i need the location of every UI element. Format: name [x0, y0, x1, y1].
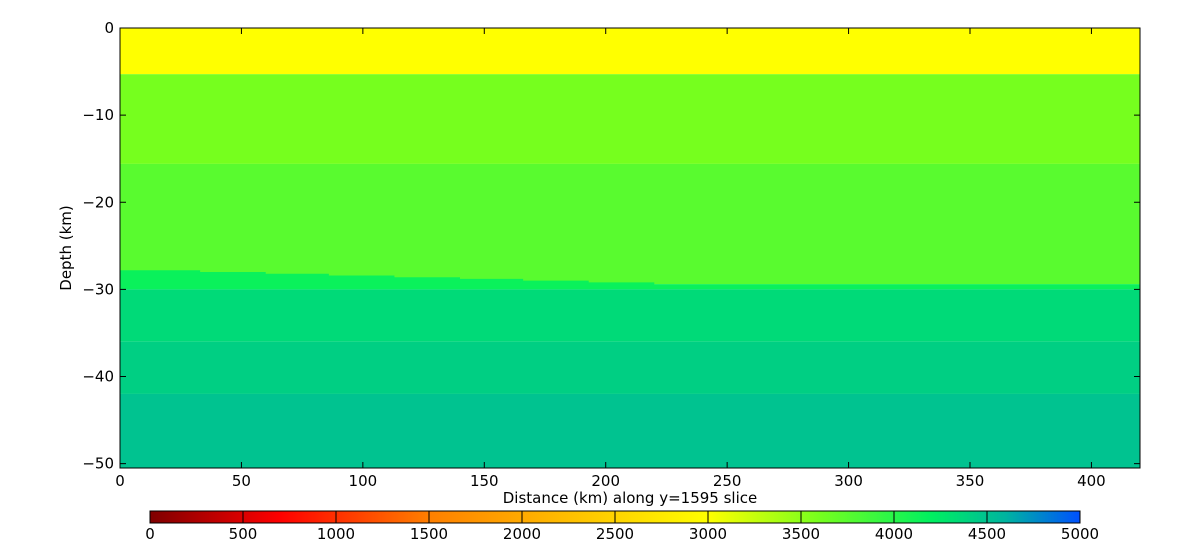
x-axis: 0 50 100 150 200 250 300 350 400	[115, 28, 1106, 490]
colorbar-tick-label: 3000	[689, 525, 727, 543]
velocity-layer-1	[120, 28, 1140, 75]
velocity-layer-lower-4	[120, 393, 1140, 468]
colorbar-tick-label: 1000	[317, 525, 355, 543]
colorbar-tick-label: 2000	[503, 525, 541, 543]
colorbar-tick-label: 1500	[410, 525, 448, 543]
x-tick-label: 0	[115, 472, 125, 490]
colorbar-tick-label: 4500	[968, 525, 1006, 543]
velocity-layer-lower-1	[120, 270, 1140, 290]
y-tick-label: −30	[82, 280, 114, 298]
x-tick-label: 300	[834, 472, 863, 490]
colorbar-tick-label: 0	[145, 525, 155, 543]
y-tick-label: −10	[82, 106, 114, 124]
y-tick-label: −50	[82, 455, 114, 473]
colorbar-tick-label: 4000	[875, 525, 913, 543]
y-tick-label: −20	[82, 193, 114, 211]
y-axis: 0 −10 −20 −30 −40 −50	[82, 19, 1140, 473]
x-tick-label: 150	[470, 472, 499, 490]
colorbar-tick-label: 500	[229, 525, 258, 543]
velocity-layer-2	[120, 74, 1140, 164]
x-tick-label: 50	[232, 472, 251, 490]
y-axis-label: Depth (km)	[57, 205, 75, 290]
x-axis-label: Distance (km) along y=1595 slice	[503, 489, 757, 507]
plot-frame	[119, 27, 1141, 469]
x-tick-label: 400	[1077, 472, 1106, 490]
x-tick-label: 200	[591, 472, 620, 490]
y-tick-label: 0	[104, 19, 114, 37]
velocity-layer-3	[120, 163, 1140, 285]
colorbar-tick-label: 3500	[782, 525, 820, 543]
x-tick-label: 350	[956, 472, 985, 490]
colorbar-tick-label: 5000	[1061, 525, 1099, 543]
x-tick-label: 250	[713, 472, 742, 490]
velocity-layer-lower-2	[120, 289, 1140, 342]
x-tick-label: 100	[349, 472, 378, 490]
velocity-layer-lower-3	[120, 341, 1140, 394]
colorbar-ticks: 0 500 1000 1500 2000 2500 3000 3500 4000 4500 5000	[145, 511, 1099, 543]
plot-area	[120, 28, 1140, 468]
colorbar-tick-label: 2500	[596, 525, 634, 543]
y-tick-label: −40	[82, 368, 114, 386]
